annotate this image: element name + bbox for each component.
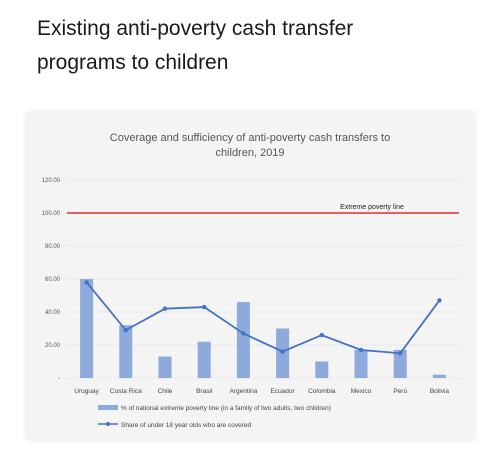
x-category-label: Costa Rica — [110, 388, 142, 395]
y-tick-label: 120.00 — [42, 178, 61, 184]
bar — [158, 356, 172, 378]
x-category-label: Argentina — [229, 388, 257, 395]
reference-line-label: Extreme poverty line — [340, 204, 404, 211]
y-tick-label: - — [58, 376, 60, 382]
coverage-point — [202, 304, 207, 310]
coverage-line — [85, 281, 441, 355]
chart-panel: Coverage and sufficiency of anti-poverty… — [27, 112, 474, 440]
x-category-label: Ecuador — [270, 388, 295, 395]
bar — [236, 302, 250, 378]
chart-title-line-2: children, 2019 — [215, 147, 284, 159]
x-category-label: Uruguay — [74, 388, 99, 395]
bar — [315, 361, 329, 378]
slide-title: Existing anti-poverty cash transfer prog… — [37, 12, 467, 80]
coverage-point — [241, 331, 246, 336]
legend-bar-swatch — [98, 405, 118, 410]
coverage-point — [319, 332, 324, 338]
legend-line-label: Share of under 18 year olds who are cove… — [121, 422, 251, 429]
y-tick-label: 60.00 — [45, 277, 61, 283]
y-tick-label: 20.00 — [45, 343, 61, 349]
coverage-point — [437, 298, 442, 303]
x-category-label: Colombia — [308, 388, 336, 395]
coverage-point — [162, 306, 168, 311]
coverage-point — [280, 349, 285, 354]
x-category-label: Bolivia — [430, 388, 450, 395]
x-category-label: Perú — [393, 388, 407, 395]
y-tick-label: 40.00 — [45, 310, 61, 316]
coverage-point — [84, 280, 89, 285]
chart-svg: Coverage and sufficiency of anti-poverty… — [42, 132, 459, 429]
bar — [432, 374, 446, 378]
bar — [197, 341, 211, 378]
chart-title-line-1: Coverage and sufficiency of anti-poverty… — [110, 132, 390, 144]
slide-title-line-2: programs to children — [37, 51, 229, 74]
coverage-point — [398, 351, 403, 356]
legend-bar-label: % of national extreme poverty line (in a… — [121, 405, 331, 412]
bar — [80, 279, 94, 378]
x-category-label: Mexico — [351, 388, 372, 395]
bar — [354, 349, 368, 378]
x-category-label: Brasil — [196, 388, 213, 395]
coverage-point — [358, 347, 364, 353]
y-tick-label: 100.00 — [42, 211, 61, 217]
x-category-label: Chile — [158, 388, 173, 395]
slide-title-line-1: Existing anti-poverty cash transfer — [37, 17, 354, 40]
bar — [393, 349, 407, 378]
bar — [119, 325, 133, 378]
y-tick-label: 80.00 — [45, 244, 61, 250]
coverage-point — [123, 327, 128, 333]
legend-line-marker — [106, 422, 110, 426]
